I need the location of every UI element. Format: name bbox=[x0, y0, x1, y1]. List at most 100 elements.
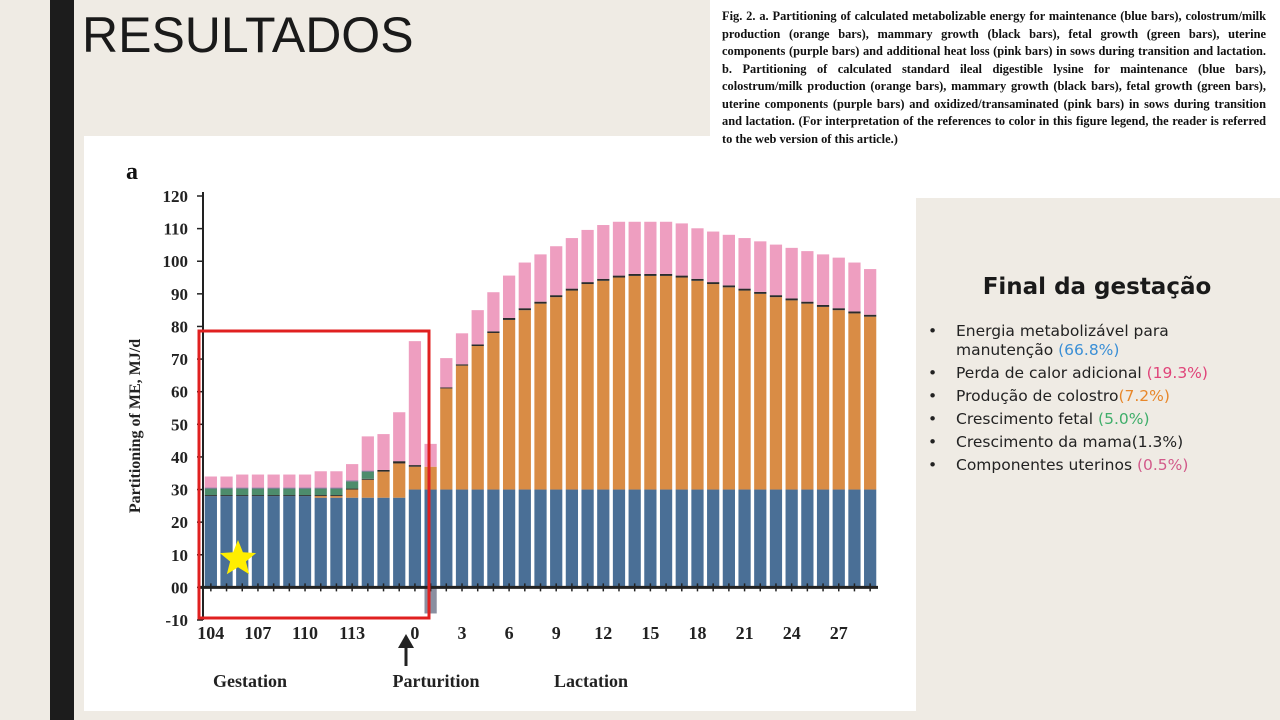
period-label-gestation: Gestation bbox=[213, 671, 287, 691]
summary-item-value: (1.3%) bbox=[1131, 433, 1184, 451]
bar-segment-milk bbox=[612, 277, 626, 490]
bar-segment-maintenance bbox=[471, 489, 484, 588]
x-tick-label: 12 bbox=[594, 623, 612, 643]
bar-segment-mammary bbox=[346, 488, 359, 490]
bar-segment-mammary bbox=[455, 364, 469, 366]
x-tick-label: 15 bbox=[641, 623, 659, 643]
bar-segment-heat bbox=[440, 358, 453, 388]
bar-segment-maintenance bbox=[675, 489, 688, 588]
bar-segment-heat bbox=[393, 412, 406, 462]
bar-segment-mammary bbox=[518, 308, 531, 311]
bar-segment-mammary bbox=[801, 301, 814, 304]
summary-item-value: (5.0%) bbox=[1098, 410, 1150, 428]
bar-segment-heat bbox=[534, 254, 547, 302]
bar-segment-maintenance bbox=[754, 489, 767, 588]
bar-segment-mammary bbox=[408, 465, 422, 467]
bar-segment-maintenance bbox=[785, 489, 798, 588]
x-tick-label: 113 bbox=[339, 623, 365, 643]
chart-x-ticks: 104 107 110 113 0 3 6 9 12 15 18 21 24 27 bbox=[197, 623, 848, 643]
bar-segment-heat bbox=[314, 471, 327, 488]
bar-segment-mammary bbox=[534, 301, 547, 304]
chart-panel-label: a bbox=[126, 159, 138, 185]
bar-segment-milk bbox=[691, 280, 704, 490]
y-tick-label: 40 bbox=[171, 448, 188, 467]
summary-item-label: Crescimento fetal bbox=[956, 410, 1099, 428]
bar-segment-heat bbox=[644, 221, 657, 274]
bullet-icon: • bbox=[928, 322, 938, 340]
bar-segment-maintenance bbox=[722, 489, 735, 588]
summary-item-label: Produção de colostro bbox=[956, 387, 1119, 405]
bar-segment-mammary bbox=[769, 295, 783, 298]
bar-segment-mammary bbox=[832, 308, 845, 311]
y-tick-label: 60 bbox=[171, 383, 188, 402]
bullet-icon: • bbox=[928, 410, 938, 428]
bar-segment-milk bbox=[487, 332, 500, 490]
bar-segment-fetal bbox=[283, 488, 296, 496]
bar-segment-mammary bbox=[565, 288, 579, 291]
bullet-icon: • bbox=[928, 456, 938, 474]
bar-segment-mammary bbox=[236, 495, 249, 497]
summary-item-colostrum: • Produção de colostro(7.2%) bbox=[928, 387, 1268, 406]
bar-segment-mammary bbox=[707, 282, 720, 285]
bar-segment-maintenance bbox=[597, 489, 610, 588]
bar-segment-milk bbox=[644, 275, 657, 490]
period-label-lactation: Lactation bbox=[554, 671, 628, 691]
bar-segment-maintenance bbox=[204, 496, 217, 588]
bullet-icon: • bbox=[928, 387, 938, 405]
bar-segment-milk bbox=[361, 479, 374, 498]
bar-segment-maintenance bbox=[848, 489, 861, 588]
summary-list: • Energia metabolizável para manutenção (… bbox=[928, 322, 1268, 479]
bar-segment-maintenance bbox=[691, 489, 704, 588]
y-tick-label: 50 bbox=[171, 415, 188, 434]
bar-segment-fetal bbox=[251, 488, 265, 496]
bar-segment-milk bbox=[707, 284, 720, 490]
bar-segment-mammary bbox=[361, 478, 374, 480]
bar-segment-maintenance bbox=[769, 489, 783, 588]
bar-segment-uterine bbox=[314, 487, 327, 489]
bar-segment-mammary bbox=[628, 273, 641, 276]
bar-segment-maintenance bbox=[424, 489, 437, 588]
bar-segment-heat bbox=[801, 251, 814, 302]
bar-segment-heat bbox=[346, 464, 359, 481]
bar-segment-maintenance bbox=[612, 489, 626, 588]
bar-segment-milk bbox=[471, 346, 484, 490]
bar-segment-maintenance bbox=[220, 496, 233, 588]
bar-segment-maintenance bbox=[801, 489, 814, 588]
bar-segment-mammary bbox=[581, 282, 594, 285]
bar-segment-milk bbox=[314, 496, 327, 498]
bar-segment-uterine bbox=[283, 487, 296, 489]
chart-y-ticks: -10 00 10 20 30 40 50 60 70 80 90 100 110 120 bbox=[163, 187, 203, 630]
bar-segment-fetal bbox=[346, 481, 359, 489]
summary-item-value: (0.5%) bbox=[1136, 456, 1189, 474]
x-tick-label: 27 bbox=[830, 623, 848, 643]
bar-segment-maintenance bbox=[816, 489, 830, 588]
y-tick-label: 10 bbox=[171, 546, 188, 565]
bar-segment-heat bbox=[675, 223, 688, 276]
bar-segment-milk bbox=[330, 496, 343, 498]
bar-segment-milk bbox=[502, 319, 516, 490]
bar-segment-mammary bbox=[612, 275, 626, 278]
bar-segment-mammary bbox=[864, 314, 877, 317]
y-tick-label: 120 bbox=[163, 187, 189, 206]
bar-segment-milk bbox=[424, 466, 437, 490]
summary-item-maintenance: • Energia metabolizável para manutenção (… bbox=[928, 322, 1268, 360]
bar-segment-fetal bbox=[204, 488, 217, 496]
bar-segment-mammary bbox=[644, 273, 657, 276]
bar-segment-maintenance bbox=[628, 489, 641, 588]
bar-segment-heat bbox=[251, 474, 265, 488]
bar-segment-milk bbox=[832, 310, 845, 490]
bar-segment-mammary bbox=[251, 495, 265, 497]
summary-item-label: Perda de calor adicional bbox=[956, 364, 1147, 382]
summary-item-value: (19.3%) bbox=[1146, 364, 1208, 382]
bar-segment-heat bbox=[408, 341, 422, 466]
bar-segment-maintenance bbox=[440, 489, 453, 588]
x-tick-label: 107 bbox=[244, 623, 271, 643]
x-tick-label: 18 bbox=[689, 623, 707, 643]
bar-segment-maintenance bbox=[267, 496, 280, 588]
bar-segment-heat bbox=[204, 476, 217, 488]
bar-segment-mammary bbox=[597, 278, 610, 281]
summary-item-fetal: • Crescimento fetal (5.0%) bbox=[928, 410, 1268, 429]
summary-item-uterine: • Componentes uterinos (0.5%) bbox=[928, 456, 1268, 475]
bar-segment-milk bbox=[754, 293, 767, 490]
bar-segment-milk bbox=[408, 466, 422, 490]
